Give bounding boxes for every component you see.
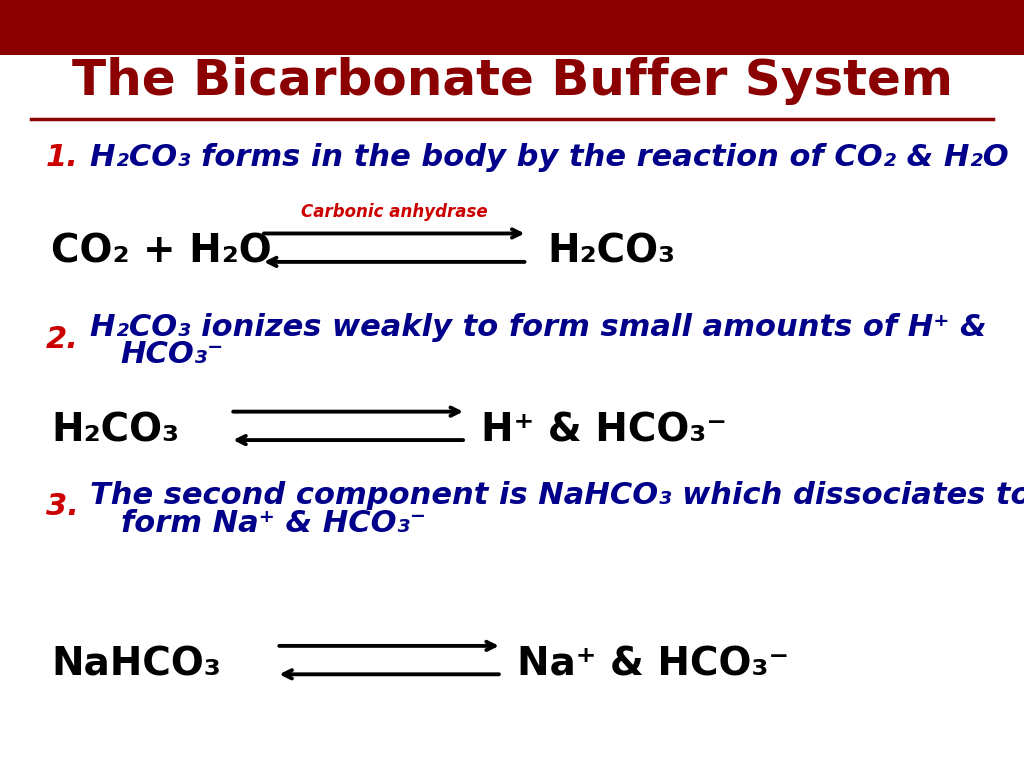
Text: H₂CO₃: H₂CO₃ xyxy=(51,411,179,449)
Text: 3.: 3. xyxy=(46,492,79,521)
Text: H₂CO₃ ionizes weakly to form small amounts of H⁺ &: H₂CO₃ ionizes weakly to form small amoun… xyxy=(90,313,987,343)
Text: H₂CO₃ forms in the body by the reaction of CO₂ & H₂O: H₂CO₃ forms in the body by the reaction … xyxy=(90,143,1009,172)
Text: Carbonic anhydrase: Carbonic anhydrase xyxy=(301,203,487,221)
Text: The second component is NaHCO₃ which dissociates to: The second component is NaHCO₃ which dis… xyxy=(90,481,1024,510)
Text: form Na⁺ & HCO₃⁻: form Na⁺ & HCO₃⁻ xyxy=(121,509,426,538)
Bar xyxy=(0,0,1024,55)
Text: NaHCO₃: NaHCO₃ xyxy=(51,645,221,684)
Text: HCO₃⁻: HCO₃⁻ xyxy=(121,340,224,369)
Text: 2.: 2. xyxy=(46,325,79,354)
Text: CO₂ + H₂O: CO₂ + H₂O xyxy=(51,233,272,271)
Text: Na⁺ & HCO₃⁻: Na⁺ & HCO₃⁻ xyxy=(517,645,790,684)
Text: 1.: 1. xyxy=(46,143,79,172)
Text: H⁺ & HCO₃⁻: H⁺ & HCO₃⁻ xyxy=(481,411,727,449)
Text: H₂CO₃: H₂CO₃ xyxy=(548,233,676,271)
Text: The Bicarbonate Buffer System: The Bicarbonate Buffer System xyxy=(72,57,952,104)
